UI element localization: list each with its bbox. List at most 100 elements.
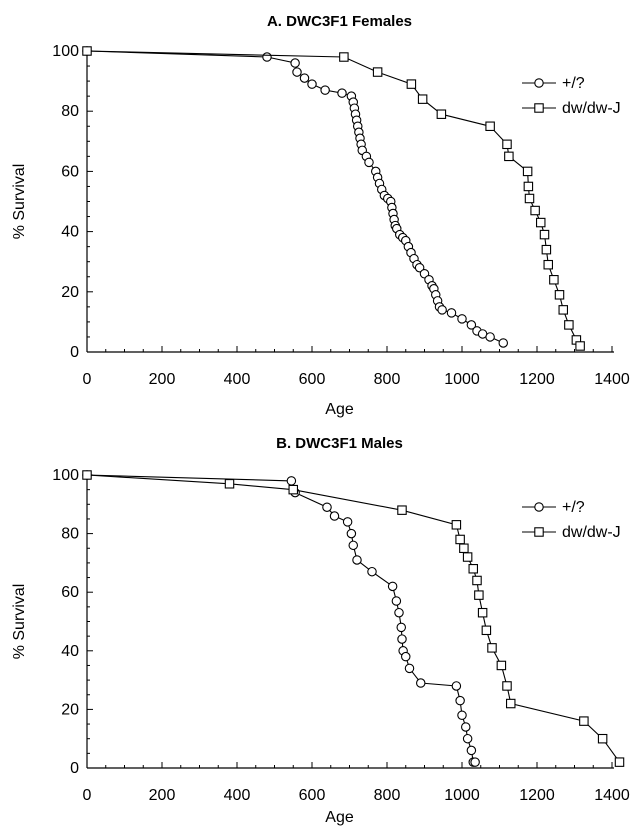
data-point-circle: [348, 540, 358, 551]
x-tick-label: 1200: [519, 371, 555, 388]
y-tick-label: 60: [61, 584, 79, 601]
data-point-circle: [337, 88, 347, 98]
y-tick-label: 80: [61, 526, 79, 543]
legend-marker-square: [534, 103, 544, 113]
data-point-circle: [457, 710, 467, 721]
data-point-circle: [292, 67, 302, 77]
data-point-circle: [466, 745, 477, 756]
data-point-circle: [470, 757, 480, 767]
data-point-circle: [299, 73, 310, 83]
x-tick-label: 400: [224, 371, 251, 388]
data-point-square: [496, 660, 507, 671]
data-point-circle: [394, 607, 404, 618]
data-point-circle: [387, 581, 398, 592]
data-point-circle: [498, 338, 508, 348]
data-point-square: [372, 67, 383, 77]
legend-entry: +/?: [522, 499, 585, 516]
data-point-square: [502, 139, 512, 150]
x-tick-label: 0: [83, 371, 92, 388]
data-point-square: [487, 643, 497, 653]
data-point-square: [549, 275, 559, 285]
data-point-circle: [455, 695, 465, 706]
data-point-square: [82, 470, 92, 480]
data-point-circle: [322, 502, 332, 512]
data-point-square: [535, 217, 546, 228]
data-point-square: [502, 681, 512, 691]
y-axis-label: % Survival: [11, 584, 28, 660]
chart-title: B. DWC3F1 Males: [276, 435, 403, 452]
chart-title: A. DWC3F1 Females: [267, 13, 412, 30]
series-line: [86, 474, 620, 763]
series-plus: [82, 46, 508, 348]
data-point-square: [474, 590, 484, 600]
x-tick-label: 200: [149, 787, 176, 804]
data-point-circle: [320, 85, 330, 95]
data-point-circle: [396, 622, 406, 633]
y-tick-label: 40: [61, 224, 79, 241]
legend-marker-circle: [534, 502, 544, 512]
data-point-square: [579, 716, 589, 726]
data-point-square: [575, 341, 585, 351]
data-point-square: [558, 305, 568, 315]
x-axis-label: Age: [325, 809, 354, 826]
data-point-circle: [414, 262, 425, 273]
data-point-square: [451, 520, 462, 530]
legend-marker-circle: [534, 78, 544, 88]
legend-label: +/?: [562, 499, 585, 516]
data-point-square: [477, 607, 488, 618]
data-point-square: [468, 564, 478, 574]
data-point-circle: [342, 517, 353, 527]
data-point-circle: [446, 308, 457, 318]
y-axis-label: % Survival: [11, 164, 28, 240]
data-point-square: [459, 543, 469, 553]
data-point-square: [505, 698, 516, 709]
data-point-square: [224, 479, 235, 489]
data-point-square: [288, 484, 298, 495]
data-point-square: [504, 151, 514, 162]
x-tick-label: 400: [224, 787, 251, 804]
data-point-circle: [290, 58, 300, 68]
data-point-square: [472, 575, 482, 586]
data-point-square: [481, 625, 492, 636]
legend-label: +/?: [562, 75, 585, 92]
x-tick-label: 0: [83, 787, 92, 804]
y-tick-label: 20: [61, 284, 79, 301]
legend-marker-square: [534, 527, 544, 537]
data-point-square: [462, 552, 473, 562]
data-point-square: [564, 320, 574, 330]
data-point-circle: [391, 596, 402, 606]
data-point-square: [82, 46, 92, 56]
data-point-circle: [466, 320, 477, 330]
data-point-square: [339, 52, 349, 62]
data-point-square: [436, 109, 447, 119]
data-point-circle: [364, 157, 374, 168]
data-point-square: [522, 166, 533, 177]
legend-entry: +/?: [522, 75, 585, 92]
data-point-circle: [346, 528, 357, 539]
legend-entry: dw/dw-J: [522, 524, 621, 541]
data-point-square: [406, 79, 417, 89]
series-line: [86, 50, 581, 347]
y-tick-label: 0: [70, 760, 79, 777]
x-tick-label: 600: [299, 371, 326, 388]
x-tick-label: 1400: [594, 371, 630, 388]
x-tick-label: 200: [149, 371, 176, 388]
data-point-square: [524, 193, 535, 204]
data-point-circle: [397, 634, 407, 644]
data-point-circle: [415, 678, 426, 688]
data-point-circle: [262, 52, 272, 62]
x-tick-label: 1200: [519, 787, 555, 804]
y-tick-label: 20: [61, 701, 79, 718]
data-point-square: [397, 505, 407, 515]
series-plus: [82, 470, 480, 767]
data-point-square: [543, 259, 553, 270]
data-point-square: [485, 121, 495, 132]
y-tick-label: 100: [52, 43, 79, 60]
x-tick-label: 1000: [444, 371, 480, 388]
series-line: [86, 474, 476, 763]
data-point-circle: [460, 722, 471, 732]
data-point-circle: [400, 651, 411, 662]
